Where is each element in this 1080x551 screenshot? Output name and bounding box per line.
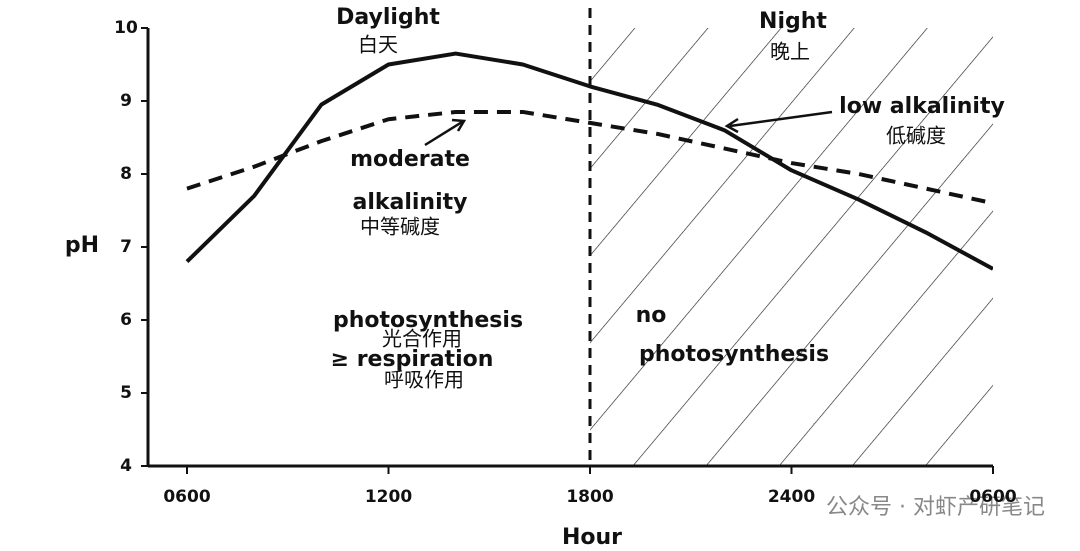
y-tick-label: 9 <box>120 91 132 111</box>
annotation: 晚上 <box>770 40 810 64</box>
annotation: Daylight <box>336 5 440 30</box>
series-line <box>186 109 993 206</box>
y-tick-label: 5 <box>120 383 132 403</box>
x-tick-label: 0600 <box>969 487 1016 507</box>
annotation: alkalinity <box>352 190 467 215</box>
annotation: photosynthesis <box>639 342 829 367</box>
arrows <box>424 110 833 147</box>
annotation: 白天 <box>358 33 398 57</box>
y-tick-label: 7 <box>120 237 132 257</box>
x-tick-label: 1800 <box>566 487 613 507</box>
annotation: Night <box>759 9 827 34</box>
annotation: photosynthesis <box>333 308 523 333</box>
y-tick-label: 4 <box>120 456 132 476</box>
annotation: moderate <box>350 147 470 172</box>
series-line <box>185 51 993 271</box>
x-tick-label: 0600 <box>163 487 210 507</box>
annotation: low alkalinity <box>839 94 1005 119</box>
x-axis-label: Hour <box>562 525 622 550</box>
y-tick-label: 8 <box>120 164 132 184</box>
annotation: 中等碱度 <box>360 215 440 239</box>
y-axis-label: pH <box>65 233 99 258</box>
watermark: 公众号 · 对虾产研笔记 <box>826 495 1045 520</box>
y-tick-label: 10 <box>114 18 138 38</box>
annotation: 呼吸作用 <box>384 368 464 392</box>
annotation: 光合作用 <box>382 327 462 351</box>
annotation: 低碱度 <box>886 124 946 148</box>
annotation: no <box>636 303 667 328</box>
x-tick-label: 1200 <box>365 487 412 507</box>
night-hatch <box>590 28 993 466</box>
x-tick-label: 2400 <box>768 487 815 507</box>
y-tick-label: 6 <box>120 310 132 330</box>
annotation: ≥ respiration <box>331 347 494 372</box>
